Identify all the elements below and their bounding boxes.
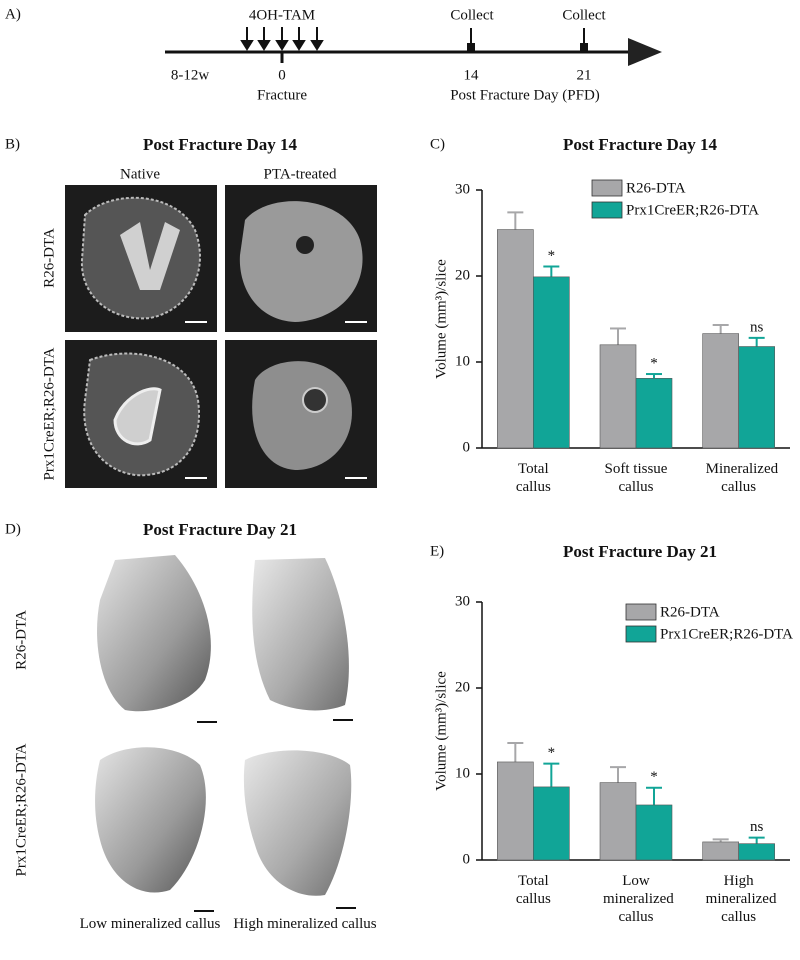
bone-render (243, 750, 352, 896)
column-label: Native (120, 166, 160, 182)
collect-marker (580, 43, 588, 51)
legend-swatch (625, 603, 657, 621)
significance-label: * (650, 769, 658, 785)
timeline: A) 8-12w 4OH-TAM 0 Fracture Collect 14 C… (5, 6, 662, 103)
timeline-label: 14 (464, 67, 480, 83)
bone-render (95, 747, 206, 893)
x-tick-label: Low mineralized callus (603, 873, 674, 925)
x-tick-label: Total callus (515, 461, 551, 495)
bar (738, 346, 775, 449)
micro-ct-image (65, 185, 217, 332)
y-tick-label: 20 (455, 679, 470, 695)
y-tick-label: 30 (455, 593, 470, 609)
panel-b: B) Post Fracture Day 14 Native PTA-treat… (5, 135, 377, 488)
legend-swatch (625, 625, 657, 643)
panel-title: Post Fracture Day 21 (143, 520, 297, 539)
bar (702, 841, 739, 861)
bar (599, 782, 637, 861)
y-tick-label: 10 (455, 765, 470, 781)
timeline-label: Post Fracture Day (PFD) (450, 87, 600, 103)
significance-label: ns (750, 319, 764, 335)
column-caption: High mineralized callus (233, 916, 377, 932)
row-label: R26-DTA (13, 610, 29, 670)
panel-d: D) Post Fracture Day 21 R26-DTA Prx1CreE… (5, 520, 356, 912)
micro-ct-image (225, 185, 377, 332)
column-caption: Low mineralized callus (79, 916, 221, 932)
legend-label: Prx1CreER;R26-DTA (660, 626, 793, 642)
legend-label: Prx1CreER;R26-DTA (626, 202, 759, 218)
row-label: Prx1CreER;R26-DTA (13, 743, 29, 876)
panel-label: C) (430, 136, 445, 152)
arrow-head (628, 38, 662, 66)
bar (738, 843, 775, 861)
column-label: PTA-treated (264, 166, 337, 182)
panel-label: B) (5, 136, 20, 152)
timeline-label: 8-12w (171, 67, 209, 83)
injection-arrows (240, 27, 324, 51)
bar (599, 344, 637, 449)
bar (635, 804, 673, 861)
legend-swatch (591, 201, 623, 219)
panel-label: E) (430, 543, 444, 559)
legend-label: R26-DTA (626, 180, 686, 196)
panel-label: A) (5, 6, 21, 22)
row-label: R26-DTA (41, 228, 57, 288)
timeline-label: 21 (577, 67, 592, 83)
chart-title: Post Fracture Day 21 (563, 542, 717, 561)
significance-label: * (650, 355, 658, 371)
bone-render (97, 555, 211, 712)
x-tick-label: High mineralized callus (705, 873, 777, 925)
bar (533, 276, 570, 449)
chart-title: Post Fracture Day 14 (563, 135, 718, 154)
x-tick-label: Total callus (515, 873, 551, 907)
collect-marker (467, 43, 475, 51)
legend-swatch (591, 179, 623, 197)
y-tick-label: 0 (463, 851, 471, 867)
y-tick-label: 20 (455, 267, 470, 283)
micro-ct-image (65, 340, 217, 488)
x-tick-label: Soft tissue callus (604, 461, 668, 495)
panel-title: Post Fracture Day 14 (143, 135, 298, 154)
bar (497, 761, 534, 861)
legend-label: R26-DTA (660, 604, 720, 620)
bone-render (252, 558, 349, 711)
panel-label: D) (5, 521, 21, 537)
significance-label: * (548, 745, 556, 761)
x-tick-label: Mineralized callus (705, 461, 779, 495)
micro-ct-image (225, 340, 377, 488)
timeline-label: 4OH-TAM (249, 7, 315, 23)
bar (533, 786, 570, 861)
y-tick-label: 10 (455, 353, 470, 369)
timeline-label: Collect (450, 7, 494, 23)
y-axis-label: Volume (mm³)/slice (433, 671, 449, 791)
y-tick-label: 30 (455, 181, 470, 197)
timeline-label: 0 (278, 67, 286, 83)
y-axis-label: Volume (mm³)/slice (433, 259, 449, 379)
row-label: Prx1CreER;R26-DTA (41, 347, 57, 480)
bar (497, 229, 534, 449)
timeline-label: Collect (562, 7, 606, 23)
significance-label: * (548, 248, 556, 264)
y-tick-label: 0 (463, 439, 471, 455)
bar (635, 378, 673, 449)
significance-label: ns (750, 819, 764, 835)
timeline-label: Fracture (257, 87, 307, 103)
bar (702, 333, 739, 449)
